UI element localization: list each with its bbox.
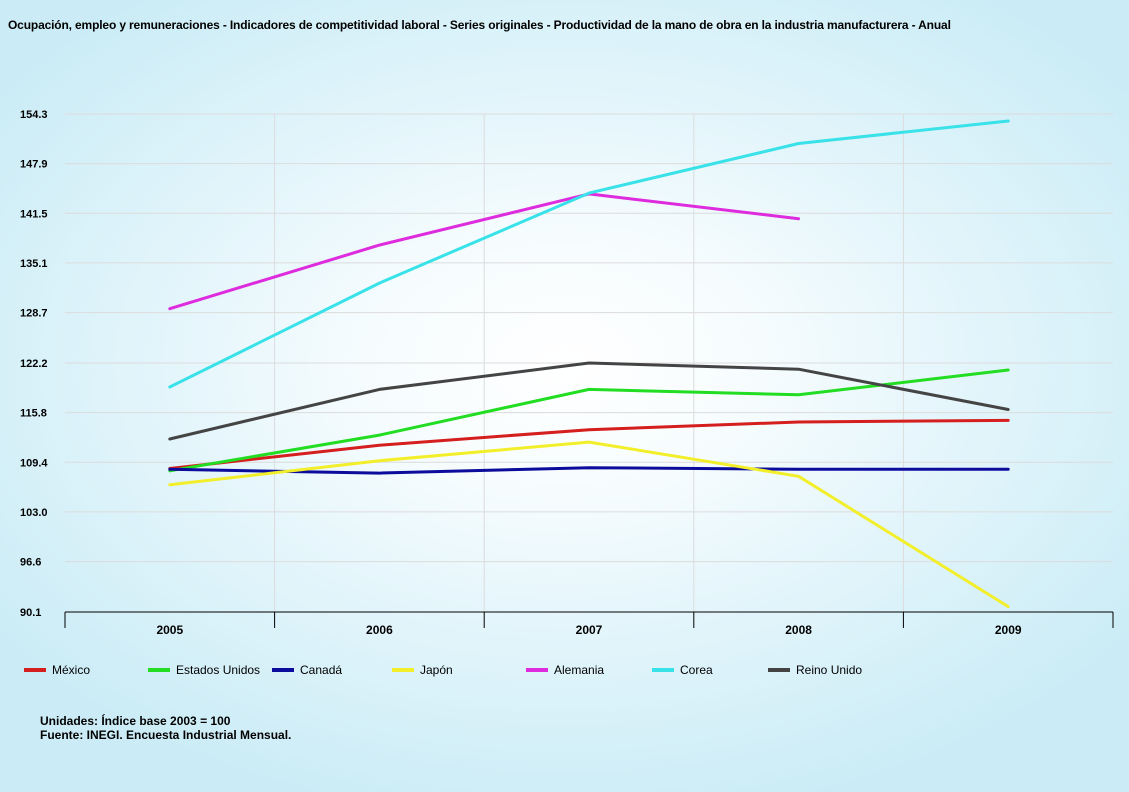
legend-swatch [768, 668, 790, 672]
grid [65, 113, 1113, 612]
legend: México Estados Unidos Canadá Japón Alemania C… [24, 661, 1104, 679]
line-chart: 154.3 147.9 141.5 135.1 128.7 122.2 115.8 109.4… [20, 109, 1114, 637]
legend-label: Japón [420, 663, 453, 677]
tick-labels: 154.3 147.9 141.5 135.1 128.7 122.2 115.8 109.4… [20, 109, 1022, 637]
units-note: Unidades: Índice base 2003 = 100 [40, 714, 231, 728]
y-tick-label: 115.8 [20, 408, 47, 420]
series-line-canada [168, 466, 1010, 475]
series-line-japon [168, 440, 1010, 609]
y-tick-label: 154.3 [20, 109, 48, 121]
series-lines [168, 119, 1010, 609]
y-tick-label: 141.5 [20, 208, 48, 220]
source-note: Fuente: INEGI. Encuesta Industrial Mensu… [40, 728, 292, 742]
series-line-reino-unido [168, 361, 1010, 441]
y-tick-label: 90.1 [20, 607, 41, 619]
y-tick-label: 109.4 [20, 457, 48, 469]
legend-swatch [148, 668, 170, 672]
series-line-alemania [168, 192, 801, 311]
y-tick-label: 147.9 [20, 159, 48, 171]
legend-label: México [52, 663, 91, 677]
legend-item-canada: Canadá [272, 661, 342, 679]
x-tick-label: 2008 [785, 623, 812, 637]
series-line-corea [168, 119, 1010, 389]
legend-item-reino-unido: Reino Unido [768, 661, 862, 679]
legend-item-japon: Japón [392, 661, 453, 679]
x-tick-label: 2005 [156, 623, 183, 637]
y-tick-label: 135.1 [20, 258, 48, 270]
chart-notes: Unidades: Índice base 2003 = 100 Fuente:… [40, 714, 291, 742]
y-tick-label: 103.0 [20, 507, 48, 519]
y-tick-label: 122.2 [20, 358, 48, 370]
y-tick-label: 128.7 [20, 308, 48, 320]
legend-label: Canadá [300, 663, 343, 677]
legend-item-estados-unidos: Estados Unidos [148, 661, 260, 679]
legend-swatch [652, 668, 674, 672]
legend-label: Alemania [554, 663, 605, 677]
x-tick-label: 2007 [576, 623, 603, 637]
x-tick-label: 2006 [366, 623, 393, 637]
legend-swatch [272, 668, 294, 672]
series-line-mexico [168, 418, 1010, 470]
legend-label: Reino Unido [796, 663, 863, 677]
axes [64, 611, 1114, 628]
series-line-estados-unidos [168, 368, 1010, 473]
legend-swatch [392, 668, 414, 672]
legend-swatch [24, 668, 46, 672]
legend-item-mexico: México [24, 661, 90, 679]
chart-title: Ocupación, empleo y remuneraciones - Ind… [8, 18, 951, 32]
y-tick-label: 96.6 [20, 557, 41, 569]
legend-item-alemania: Alemania [526, 661, 604, 679]
legend-label: Estados Unidos [176, 663, 261, 677]
legend-swatch [526, 668, 548, 672]
legend-item-corea: Corea [652, 661, 713, 679]
x-tick-label: 2009 [995, 623, 1022, 637]
legend-label: Corea [680, 663, 713, 677]
